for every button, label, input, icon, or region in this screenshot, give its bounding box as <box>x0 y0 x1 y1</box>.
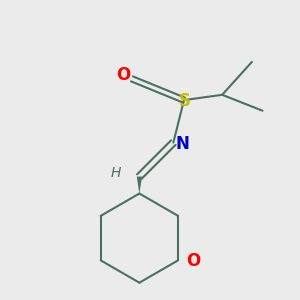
Text: H: H <box>111 167 121 180</box>
Text: N: N <box>176 135 190 153</box>
Text: O: O <box>116 66 130 84</box>
Polygon shape <box>137 176 142 194</box>
Text: O: O <box>186 253 200 271</box>
Text: S: S <box>179 92 191 110</box>
